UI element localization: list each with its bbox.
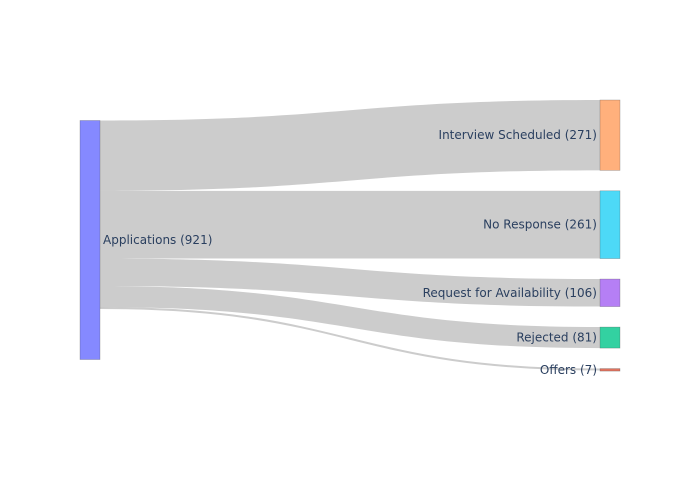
node-label-rejected: Rejected (81): [516, 331, 597, 345]
link-applications-no_response[interactable]: [100, 190, 600, 259]
node-rejected[interactable]: [599, 326, 621, 349]
node-applications[interactable]: [79, 120, 101, 360]
labels-layer: Applications (921) Interview Scheduled (2…: [103, 128, 597, 377]
link-applications-offers[interactable]: [99, 306, 601, 371]
node-label-interview: Interview Scheduled (271): [439, 128, 597, 142]
node-label-applications: Applications (921): [103, 233, 212, 247]
node-label-availability: Request for Availability (106): [423, 286, 597, 300]
links-layer: [99, 100, 601, 371]
node-interview[interactable]: [599, 99, 621, 171]
link-applications-rejected[interactable]: [100, 286, 600, 349]
node-label-no_response: No Response (261): [483, 218, 597, 232]
node-no_response[interactable]: [599, 190, 621, 259]
nodes-layer: [79, 99, 621, 372]
link-applications-interview[interactable]: [100, 100, 600, 191]
node-availability[interactable]: [599, 278, 621, 307]
link-applications-availability[interactable]: [100, 258, 600, 307]
node-label-offers: Offers (7): [540, 363, 597, 377]
node-offers[interactable]: [599, 368, 621, 372]
